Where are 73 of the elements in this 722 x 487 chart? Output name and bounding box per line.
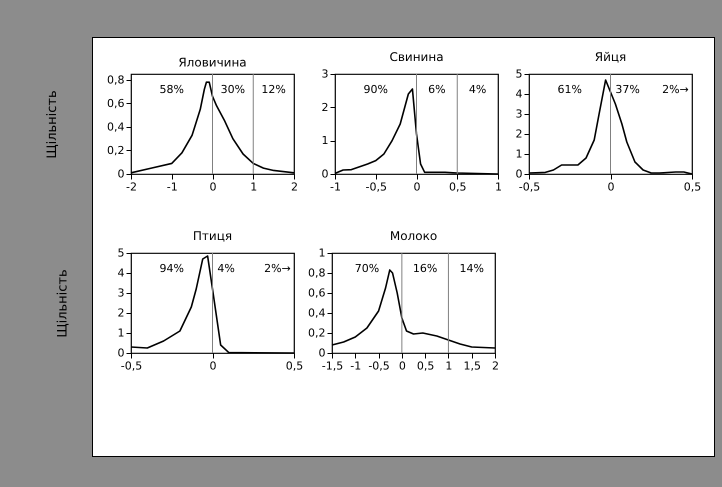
x-tick-label: 0,5 [416, 360, 434, 372]
chart-title: Молоко [390, 229, 438, 243]
annotation: 61% [558, 83, 582, 96]
y-tick-label: 0 [318, 346, 326, 360]
annotation: 12% [261, 83, 286, 96]
y-tick-label: 0 [118, 168, 124, 180]
annotation: 14% [459, 262, 484, 275]
x-tick-label: 1,5 [463, 360, 481, 372]
y-tick-label: 0,6 [308, 286, 326, 300]
y-tick-label: 2 [322, 100, 328, 114]
annotation: 90% [364, 83, 388, 96]
annotation: 2%→ [264, 262, 291, 275]
y-tick-label: 0,4 [107, 120, 124, 134]
x-tick-label: 1 [495, 180, 502, 194]
y-tick-label: 1 [318, 246, 326, 260]
x-tick-label: -1,5 [322, 360, 344, 372]
x-tick-label: -2 [126, 180, 137, 194]
x-tick-label: 2 [291, 180, 298, 194]
x-tick-label: 2 [492, 360, 499, 372]
y-tick-label: 2 [118, 306, 124, 320]
x-tick-label: 0 [398, 360, 406, 372]
x-tick-label: 0,5 [286, 360, 304, 372]
y-tick-label: 0,6 [107, 96, 124, 110]
y-tick-label: 1 [118, 326, 124, 340]
annotation: 16% [412, 262, 438, 275]
annotation: 2%→ [662, 83, 689, 96]
annotation: 4% [217, 262, 235, 275]
x-tick-label: 0,5 [684, 180, 702, 194]
y-tick-label: 5 [516, 68, 522, 80]
annotation: 4% [468, 83, 486, 96]
chart-title: Яйця [594, 50, 626, 64]
y-tick-label: 3 [516, 108, 522, 120]
annotation: 30% [220, 83, 246, 96]
annotation: 94% [160, 262, 184, 275]
annotation: 58% [160, 83, 184, 96]
y-tick-label: 0,8 [107, 73, 124, 86]
chart-title: Свинина [389, 50, 444, 64]
y-tick-label: 0,8 [308, 266, 326, 280]
x-tick-label: -1 [166, 180, 178, 194]
annotation: 70% [354, 262, 380, 275]
x-tick-label: 0 [608, 180, 614, 194]
chart-title: Птиця [192, 229, 232, 243]
x-tick-label: 1 [445, 360, 452, 372]
y-tick-label: 0,4 [308, 306, 326, 320]
y-tick-label: 1 [322, 134, 328, 148]
y-tick-label: 0 [118, 346, 124, 360]
y-tick-label: 0 [516, 168, 522, 180]
y-tick-label: 5 [118, 246, 124, 260]
y-tick-label: 1 [516, 148, 522, 160]
y-tick-label: 3 [118, 286, 124, 300]
y-tick-label: 4 [118, 266, 124, 280]
y-axis-title: Щільність [45, 90, 60, 159]
y-tick-label: 0,2 [308, 326, 326, 340]
y-tick-label: 4 [516, 88, 522, 100]
chart-title: Яловичина [178, 56, 247, 70]
y-tick-label: 2 [516, 128, 522, 140]
annotation: 6% [428, 83, 446, 96]
x-tick-label: -0,5 [366, 180, 387, 194]
x-tick-label: -0,5 [518, 180, 540, 194]
x-tick-label: -0,5 [120, 360, 142, 372]
y-tick-label: 3 [322, 68, 328, 80]
y-tick-label: 0 [322, 168, 328, 180]
y-axis-title: Щільність [56, 269, 70, 338]
annotation: 37% [615, 83, 640, 96]
x-tick-label: 0 [210, 360, 216, 372]
x-tick-label: 0 [210, 180, 216, 194]
x-tick-label: -1 [350, 360, 362, 372]
x-tick-label: -1 [330, 180, 341, 194]
x-tick-label: 1 [250, 180, 258, 194]
x-tick-label: 0,5 [449, 180, 466, 194]
x-tick-label: 0 [414, 180, 420, 194]
y-tick-label: 0,2 [107, 144, 124, 157]
x-tick-label: -0,5 [368, 360, 390, 372]
